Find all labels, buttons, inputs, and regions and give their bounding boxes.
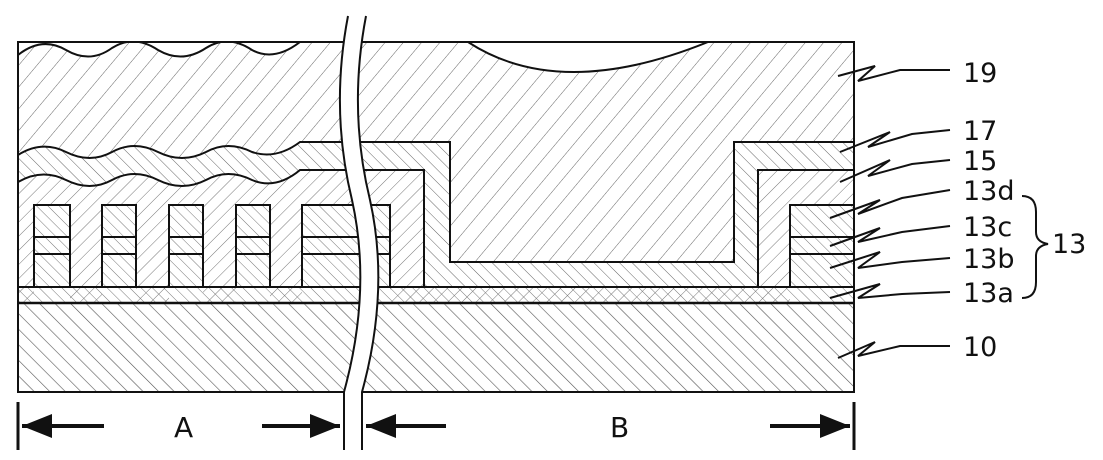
label-17: 17	[963, 116, 997, 147]
label-13c: 13c	[963, 212, 1012, 243]
label-13d: 13d	[963, 176, 1015, 207]
layer-13a-strip	[18, 287, 854, 303]
substrate-10	[18, 303, 854, 392]
label-13b: 13b	[963, 244, 1015, 275]
dimension-arrows	[18, 402, 854, 450]
label-13a: 13a	[963, 278, 1014, 309]
label-19: 19	[963, 58, 997, 89]
label-13: 13	[1052, 229, 1086, 260]
label-15: 15	[963, 146, 997, 177]
region-a-label: A	[174, 411, 193, 444]
region-b-label: B	[610, 411, 629, 444]
leader-lines	[830, 66, 1048, 358]
label-10: 10	[963, 332, 997, 363]
